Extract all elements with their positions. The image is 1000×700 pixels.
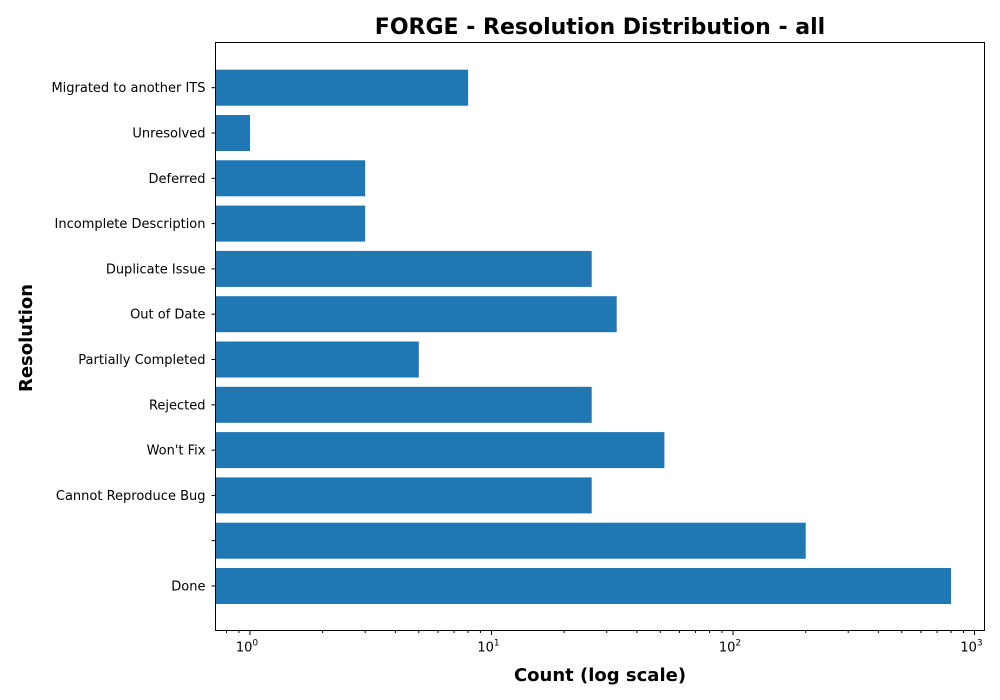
bar [215, 296, 617, 333]
bar [215, 432, 665, 469]
y-ticks-group: Done Cannot Reproduce Bug Won't Fix Rejecte… [51, 81, 216, 595]
x-axis-label: Count (log scale) [514, 665, 686, 686]
y-axis-label: Resolution [16, 284, 37, 392]
bar [215, 341, 419, 378]
bar [215, 522, 806, 559]
bar [215, 250, 592, 287]
bar [215, 115, 250, 151]
y-tick-label: Incomplete Description [55, 217, 206, 232]
bar [215, 69, 469, 106]
y-tick-label: Done [171, 580, 205, 595]
x-tick-label: 100 [236, 639, 259, 656]
chart-title: FORGE - Resolution Distribution - all [375, 15, 825, 40]
plot-frame [215, 42, 985, 631]
bar [215, 160, 366, 197]
bars-group [215, 69, 952, 604]
y-tick-label: Out of Date [130, 308, 205, 323]
x-ticks-group: 100 101 102 103 [226, 630, 983, 656]
bar [215, 205, 366, 242]
y-tick-label: Rejected [149, 398, 206, 413]
y-tick-label: Migrated to another ITS [51, 81, 205, 96]
y-tick-label: Partially Completed [78, 353, 205, 368]
y-tick-label: Won't Fix [147, 444, 206, 459]
bar [215, 477, 592, 514]
y-tick-label: Deferred [148, 172, 205, 187]
x-tick-label: 101 [477, 639, 499, 656]
x-tick-label: 103 [960, 639, 982, 656]
bar [215, 568, 952, 604]
y-tick-label: Unresolved [132, 127, 205, 142]
x-tick-label: 102 [719, 639, 741, 656]
bar [215, 386, 592, 423]
y-tick-label: Cannot Reproduce Bug [56, 489, 206, 504]
y-tick-label: Duplicate Issue [106, 262, 206, 277]
